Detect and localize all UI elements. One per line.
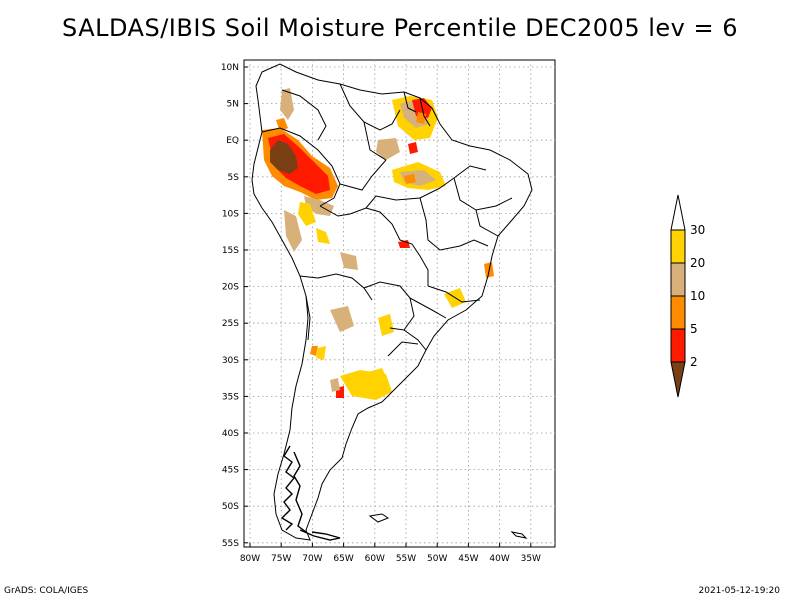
map-gridlines	[244, 60, 555, 547]
anomaly-region	[270, 140, 298, 174]
anomaly-region	[378, 314, 394, 336]
lon-tick-label: 50W	[427, 554, 447, 564]
country-border	[299, 273, 373, 301]
lon-tick-label: 55W	[396, 554, 416, 564]
lon-tick-label: 40W	[489, 554, 509, 564]
anomaly-region	[330, 306, 354, 332]
anomaly-region	[316, 228, 330, 244]
island-outline	[368, 513, 390, 523]
colorbar-box	[670, 328, 686, 363]
state-border	[453, 177, 513, 211]
anomaly-region	[330, 378, 340, 392]
country-border	[319, 205, 429, 286]
state-border	[439, 165, 487, 189]
island-outline	[510, 531, 528, 539]
country-border	[281, 89, 327, 141]
lon-tick-label: 60W	[365, 554, 385, 564]
map-title: SALDAS/IBIS Soil Moisture Percentile DEC…	[62, 14, 738, 42]
continent-coastline	[251, 63, 533, 541]
footer-timestamp: 2021-05-12-19:20	[698, 586, 781, 596]
anomaly-region	[304, 196, 334, 216]
state-border	[339, 159, 387, 191]
lat-tick-label: 10S	[222, 209, 239, 219]
chile-fjords	[280, 445, 341, 541]
anomaly-region	[404, 174, 416, 184]
lon-tick-label: 45W	[458, 554, 478, 564]
state-border	[363, 121, 387, 161]
colorbar-box	[670, 295, 686, 330]
island-outline	[293, 451, 307, 533]
lat-tick-label: 30S	[222, 356, 239, 366]
country-border	[261, 127, 341, 207]
country-border	[419, 97, 431, 127]
lat-tick-label: 45S	[222, 466, 239, 476]
country-border	[403, 91, 417, 113]
anomaly-region	[340, 252, 358, 270]
colorbar-label: 5	[690, 322, 698, 336]
lat-tick-label: 10N	[221, 63, 239, 73]
colorbar-box	[670, 229, 686, 264]
lat-tick-label: 50S	[222, 502, 239, 512]
colorbar-box	[670, 262, 686, 297]
country-border	[305, 295, 311, 341]
lat-tick-label: 40S	[222, 429, 239, 439]
anomaly-region	[376, 138, 400, 160]
colorbar-top-arrow	[670, 194, 686, 231]
lon-tick-label: 75W	[271, 554, 291, 564]
lon-tick-label: 65W	[333, 554, 353, 564]
lat-tick-label: 25S	[222, 319, 239, 329]
map-frame	[243, 59, 556, 548]
lat-tick-label: 20S	[222, 283, 239, 293]
lat-tick-label: 35S	[222, 392, 239, 402]
island-outline	[299, 529, 341, 541]
lat-tick-label: 55S	[222, 539, 239, 549]
country-border	[403, 329, 427, 351]
colorbar-label: 10	[690, 289, 705, 303]
colorbar-label: 20	[690, 256, 705, 270]
colorbar-bottom-arrow	[670, 361, 686, 398]
state-border	[475, 209, 499, 237]
lon-tick-label: 35W	[521, 554, 541, 564]
state-border	[427, 285, 481, 303]
lon-tick-label: 80W	[240, 554, 260, 564]
lat-tick-label: EQ	[226, 136, 239, 146]
lat-tick-label: 5S	[228, 173, 240, 183]
soil-moisture-field	[262, 88, 494, 400]
colorbar-label: 30	[690, 223, 705, 237]
lat-tick-label: 5N	[227, 100, 239, 110]
anomaly-region	[284, 210, 302, 252]
state-border	[409, 297, 447, 319]
anomaly-region	[316, 346, 326, 360]
axis-ticks: 10N 5N EQ 5S 10S 15S 20S 25S 30S 35S 40S 45S 50S 55S8…	[221, 63, 541, 564]
footer-credit: GrADS: COLA/IGES	[4, 586, 89, 596]
anomaly-region	[280, 88, 294, 120]
coastlines-and-borders	[251, 63, 533, 541]
lat-tick-label: 15S	[222, 246, 239, 256]
state-border	[459, 239, 489, 247]
country-border	[387, 341, 419, 357]
anomaly-region	[408, 142, 418, 154]
island-outline	[280, 445, 295, 531]
anomaly-region	[298, 202, 316, 226]
colorbar: 30 20 10 5 2	[670, 194, 705, 398]
colorbar-label: 2	[690, 355, 698, 369]
lon-tick-label: 70W	[302, 554, 322, 564]
state-border	[419, 197, 461, 251]
anomaly-region	[310, 346, 318, 356]
country-border	[339, 83, 401, 131]
anomaly-region	[368, 368, 390, 394]
state-border	[365, 187, 441, 209]
